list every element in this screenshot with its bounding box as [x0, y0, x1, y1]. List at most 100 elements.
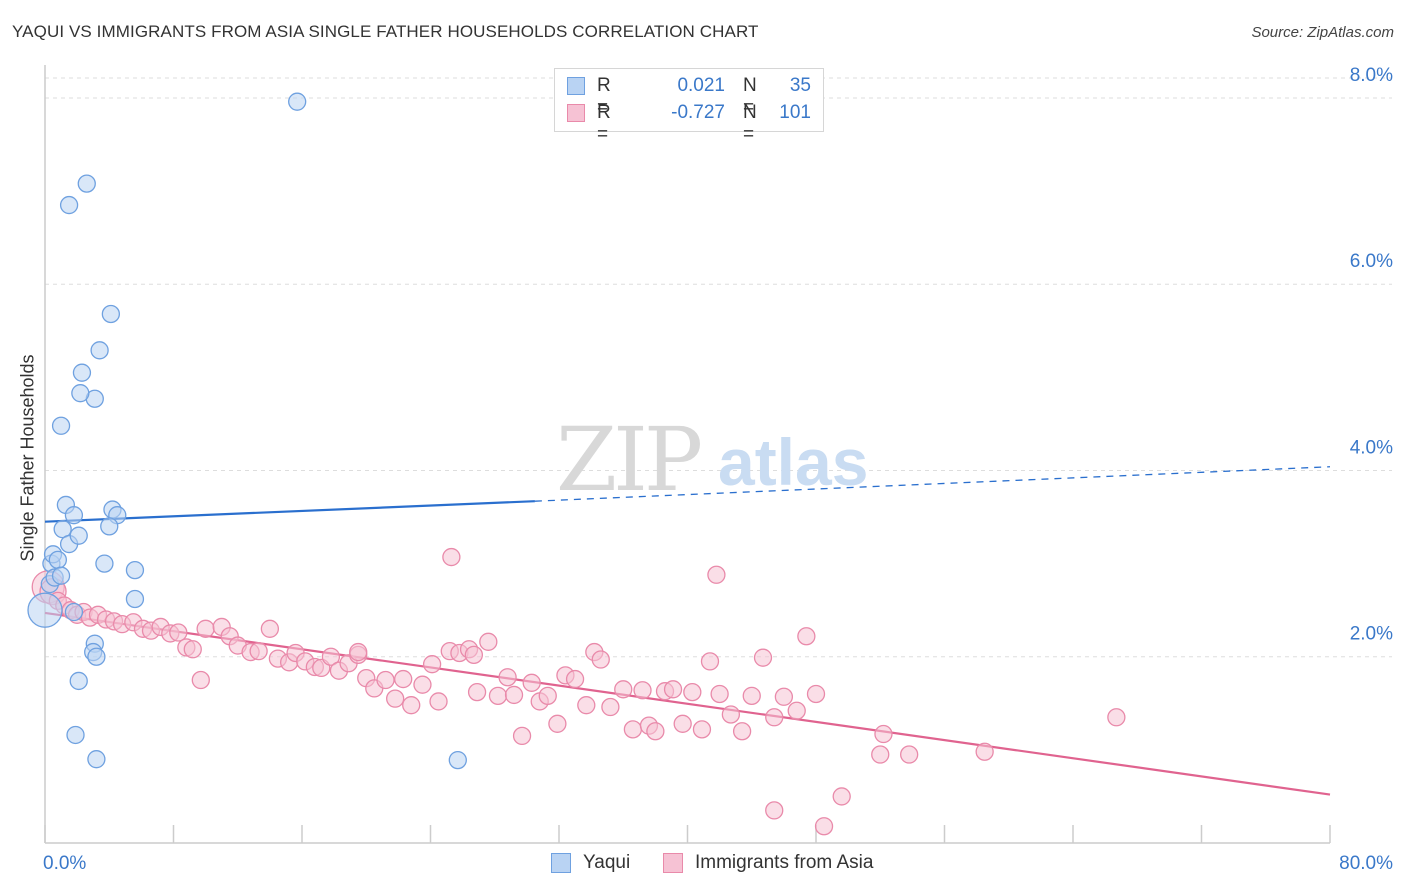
asia-point [538, 686, 557, 706]
asia-point [394, 669, 413, 689]
asia-point [765, 708, 784, 727]
yaqui-point [125, 589, 145, 609]
asia-point [464, 645, 484, 665]
legend-r-value: -0.727 [671, 102, 725, 123]
watermark: ZIP atlas [556, 408, 868, 511]
asia-point [577, 696, 596, 715]
legend-n-label: N = [743, 102, 757, 145]
asia-point [673, 714, 692, 733]
yaqui-point [64, 602, 84, 622]
tick-labels: 2.0% 4.0% 6.0% 8.0% 0.0% 80.0% [43, 65, 1393, 874]
yaqui-point [64, 506, 84, 525]
yaqui-point [95, 554, 114, 573]
asia-point [683, 682, 702, 702]
yaqui-point [69, 671, 88, 691]
correlation-legend: R = 0.021 N = 35 R = -0.727 N = 101 [554, 68, 824, 145]
asia-point [548, 714, 567, 733]
yaqui-point [66, 725, 85, 745]
asia-point [260, 619, 280, 638]
asia-point [721, 705, 741, 724]
yaqui-swatch [567, 77, 585, 95]
asia-point [742, 686, 761, 706]
asia-point [512, 726, 532, 746]
asia-legend-label: Immigrants from Asia [695, 852, 874, 873]
asia-point [1107, 708, 1126, 727]
asia-point [814, 817, 834, 836]
asia-point [663, 680, 683, 699]
yaqui-point [59, 195, 79, 215]
asia-point [753, 648, 773, 667]
asia-point [692, 720, 712, 739]
asia-point [900, 745, 919, 764]
legend-r-value: 0.021 [677, 75, 725, 96]
axes [44, 65, 1331, 844]
watermark-atlas: atlas [718, 425, 868, 499]
legend-n-value: 101 [779, 102, 811, 123]
yaqui-point [72, 363, 92, 382]
asia-point [871, 745, 890, 764]
asia-point [479, 632, 498, 651]
asia-point [565, 669, 585, 689]
yaqui-point [125, 560, 145, 580]
asia-point [633, 681, 652, 700]
yaqui-legend-swatch [551, 853, 571, 873]
asia-point [504, 685, 524, 705]
yaqui-point [101, 304, 121, 324]
asia-point [196, 619, 215, 638]
asia-point [710, 684, 729, 704]
asia-point [488, 686, 508, 706]
asia-point [169, 623, 188, 642]
watermark-zip: ZIP [556, 408, 701, 511]
data-points [27, 92, 1126, 836]
asia-point [522, 673, 541, 692]
asia-point [386, 689, 405, 708]
asia-point [832, 787, 851, 806]
legend-n-label: N = [743, 75, 757, 118]
asia-point [442, 547, 461, 567]
yaqui-point [100, 517, 119, 536]
legend-r-label: R = [597, 102, 611, 145]
trend-lines [44, 466, 1331, 796]
asia-swatch [567, 104, 585, 122]
yaqui-trend-dashed [534, 466, 1331, 502]
yaqui-point [51, 566, 71, 585]
yaqui-point [90, 341, 109, 360]
asia-point [191, 670, 210, 690]
asia-point [765, 801, 784, 820]
asia-legend-swatch [663, 853, 683, 873]
y-axis-label: Single Father Households [17, 354, 38, 562]
asia-point [732, 722, 752, 741]
yaqui-point [288, 92, 307, 111]
yaqui-point [27, 592, 63, 628]
yaqui-point [48, 550, 67, 570]
chart-source: Source: ZipAtlas.com [1251, 24, 1394, 41]
asia-point [975, 742, 994, 761]
asia-point [413, 675, 432, 694]
yaqui-point [51, 416, 71, 435]
chart-title: YAQUI VS IMMIGRANTS FROM ASIA SINGLE FAT… [12, 22, 759, 41]
yaqui-point [87, 647, 106, 666]
asia-point [249, 641, 268, 661]
yaqui-point [77, 174, 96, 193]
asia-point [646, 722, 665, 741]
asia-point [376, 670, 395, 690]
x-tick-label-left: 0.0% [43, 853, 86, 874]
asia-point [467, 682, 487, 702]
asia-point [498, 668, 517, 687]
asia-point [422, 655, 442, 674]
x-tick-label-right: 80.0% [1339, 853, 1393, 874]
asia-point [806, 684, 826, 704]
yaqui-point [87, 750, 106, 769]
y-tick-label: 8.0% [1350, 65, 1393, 86]
asia-point [591, 650, 610, 669]
yaqui-point [71, 384, 90, 403]
asia-point [700, 652, 720, 671]
yaqui-trend-line [44, 500, 535, 523]
y-tick-label: 2.0% [1350, 624, 1393, 645]
yaqui-point [69, 526, 88, 545]
asia-point [402, 696, 421, 715]
asia-point [707, 565, 726, 584]
asia-point [429, 692, 448, 711]
asia-point [601, 697, 620, 717]
asia-point [623, 720, 643, 739]
